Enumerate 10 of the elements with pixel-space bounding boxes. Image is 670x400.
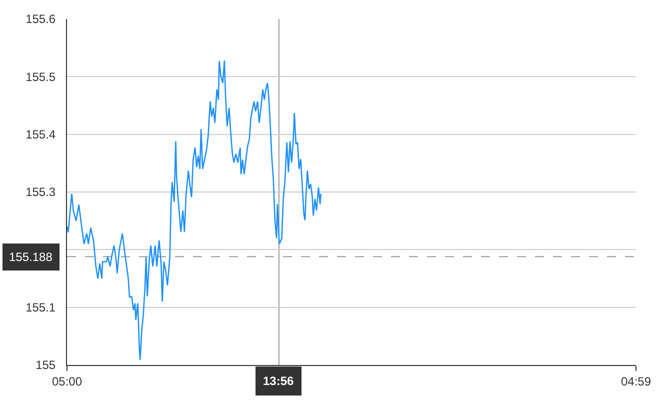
y-tick-label: 155 [36, 358, 56, 372]
y-tick-label: 155.6 [26, 12, 56, 26]
y-tick-label: 155.5 [26, 70, 56, 84]
ref-line-label: 155.188 [9, 250, 53, 264]
x-tick-label: 04:59 [620, 374, 652, 388]
y-tick-label: 155.4 [26, 128, 56, 142]
x-tick-label: 05:00 [52, 374, 82, 388]
y-tick-label: 155.3 [26, 185, 56, 200]
y-tick-label: 155.1 [26, 300, 56, 315]
ref-line-label: 13:56 [263, 374, 294, 388]
